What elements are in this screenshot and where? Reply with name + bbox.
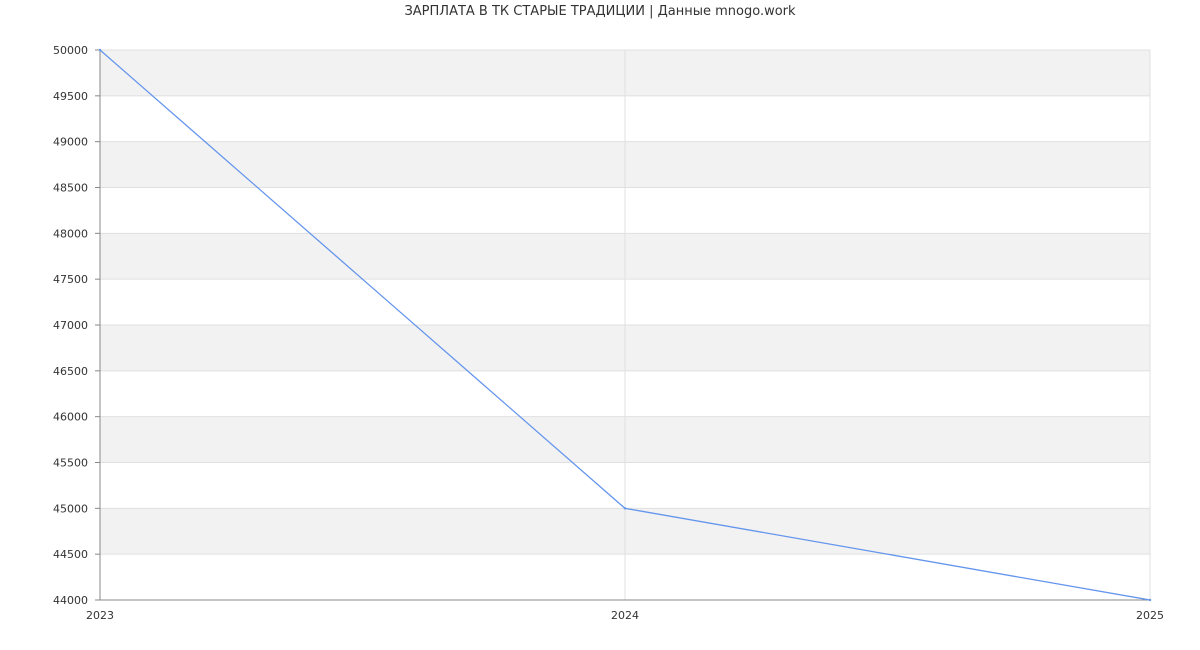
x-tick-label: 2023	[86, 609, 114, 622]
y-tick-label: 44500	[53, 548, 88, 561]
y-tick-label: 44000	[53, 594, 88, 607]
y-tick-label: 47000	[53, 319, 88, 332]
data-point	[1148, 598, 1152, 602]
y-tick-label: 48500	[53, 182, 88, 195]
y-tick-label: 45000	[53, 502, 88, 515]
y-tick-label: 46000	[53, 411, 88, 424]
y-tick-label: 45500	[53, 457, 88, 470]
y-tick-label: 46500	[53, 365, 88, 378]
y-tick-label: 50000	[53, 44, 88, 57]
x-tick-label: 2024	[611, 609, 639, 622]
x-tick-label: 2025	[1136, 609, 1164, 622]
y-tick-label: 48000	[53, 227, 88, 240]
chart-title: ЗАРПЛАТА В ТК СТАРЫЕ ТРАДИЦИИ | Данные m…	[404, 4, 796, 19]
y-tick-label: 49000	[53, 136, 88, 149]
y-tick-label: 49500	[53, 90, 88, 103]
y-tick-label: 47500	[53, 273, 88, 286]
data-point	[98, 48, 102, 52]
data-point	[623, 507, 627, 510]
